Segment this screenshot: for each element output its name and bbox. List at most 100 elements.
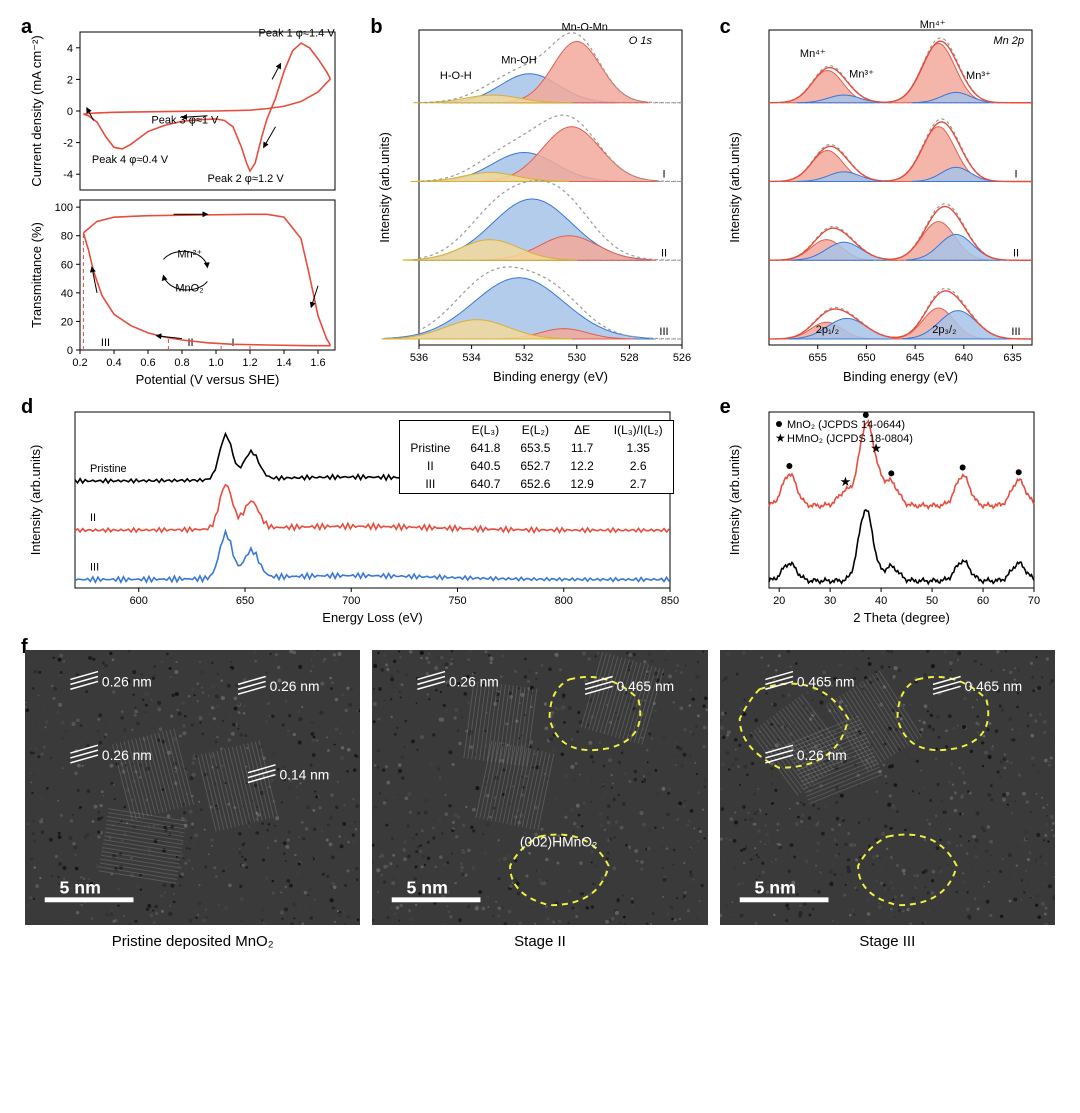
table-cell: 640.5 bbox=[460, 457, 510, 475]
svg-text:1.0: 1.0 bbox=[208, 357, 223, 369]
svg-text:645: 645 bbox=[906, 352, 924, 364]
svg-text:0.8: 0.8 bbox=[174, 357, 189, 369]
table-header: I(L₃)/I(L₂) bbox=[604, 421, 673, 440]
svg-text:1.2: 1.2 bbox=[242, 357, 257, 369]
svg-text:0.4: 0.4 bbox=[106, 357, 121, 369]
svg-text:0.2: 0.2 bbox=[72, 357, 87, 369]
svg-text:-4: -4 bbox=[63, 169, 73, 181]
svg-text:4: 4 bbox=[67, 43, 73, 55]
svg-text:MnO₂: MnO₂ bbox=[175, 282, 203, 294]
table-header: ΔE bbox=[560, 421, 603, 440]
table-cell: III bbox=[400, 475, 461, 494]
tem-caption: Pristine deposited MnO₂ bbox=[25, 933, 360, 950]
panel-a-svg: -4-2024Peak 1 φ≈1.4 VPeak 2 φ≈1.2 VPeak … bbox=[25, 20, 345, 390]
svg-text:Intensity (arb.units): Intensity (arb.units) bbox=[727, 445, 742, 556]
svg-text:40: 40 bbox=[61, 288, 73, 300]
table-cell: II bbox=[400, 457, 461, 475]
svg-text:536: 536 bbox=[410, 352, 428, 364]
svg-text:650: 650 bbox=[236, 595, 254, 607]
tem-image: 0.26 nm0.26 nm0.26 nm0.14 nm5 nm bbox=[25, 650, 360, 925]
svg-text:532: 532 bbox=[515, 352, 533, 364]
svg-text:0.465 nm: 0.465 nm bbox=[617, 679, 675, 694]
svg-text:II: II bbox=[187, 337, 193, 349]
svg-text:2p₁/₂: 2p₁/₂ bbox=[815, 324, 838, 336]
table-cell: 641.8 bbox=[460, 439, 510, 457]
panel-d: d 600650700750800850PristineIIIIIEnergy … bbox=[25, 400, 706, 630]
svg-text:Intensity (arb.units): Intensity (arb.units) bbox=[377, 132, 392, 243]
svg-text:0.26 nm: 0.26 nm bbox=[449, 674, 499, 689]
table-cell: 1.35 bbox=[604, 439, 673, 457]
svg-text:I: I bbox=[1014, 169, 1017, 181]
svg-text:20: 20 bbox=[773, 595, 785, 607]
panel-b: b 536534532530528526H-O-HMn-OHMn-O-MnIII… bbox=[374, 20, 705, 390]
svg-text:Mn²⁺: Mn²⁺ bbox=[177, 248, 202, 260]
svg-text:2: 2 bbox=[67, 74, 73, 86]
svg-text:5 nm: 5 nm bbox=[407, 877, 448, 897]
svg-text:I: I bbox=[663, 169, 666, 181]
svg-text:80: 80 bbox=[61, 231, 73, 243]
table-cell: 12.2 bbox=[560, 457, 603, 475]
svg-text:0.465 nm: 0.465 nm bbox=[797, 674, 855, 689]
svg-text:5 nm: 5 nm bbox=[60, 877, 101, 897]
svg-text:50: 50 bbox=[926, 595, 938, 607]
svg-text:III: III bbox=[660, 326, 669, 338]
svg-text:528: 528 bbox=[621, 352, 639, 364]
panel-b-label: b bbox=[370, 16, 382, 39]
svg-text:1.6: 1.6 bbox=[310, 357, 325, 369]
svg-text:640: 640 bbox=[954, 352, 972, 364]
svg-text:0.14 nm: 0.14 nm bbox=[279, 768, 329, 783]
svg-text:30: 30 bbox=[824, 595, 836, 607]
panel-e-svg: 203040506070★★MnO₂ (JCPDS 14-0644)★HMnO₂… bbox=[724, 400, 1044, 630]
svg-text:-2: -2 bbox=[63, 138, 73, 150]
svg-text:★: ★ bbox=[839, 474, 851, 489]
table-cell: 652.7 bbox=[510, 457, 560, 475]
svg-text:III: III bbox=[101, 337, 110, 349]
panel-b-svg: 536534532530528526H-O-HMn-OHMn-O-MnIIIII… bbox=[374, 20, 694, 390]
svg-text:Peak 3 φ≈1 V: Peak 3 φ≈1 V bbox=[151, 115, 219, 127]
panel-c-label: c bbox=[720, 16, 731, 39]
svg-text:Peak 4 φ≈0.4 V: Peak 4 φ≈0.4 V bbox=[92, 154, 169, 166]
svg-text:III: III bbox=[1011, 326, 1020, 338]
svg-text:MnO₂ (JCPDS 14-0644): MnO₂ (JCPDS 14-0644) bbox=[787, 419, 905, 431]
svg-text:650: 650 bbox=[857, 352, 875, 364]
svg-text:800: 800 bbox=[555, 595, 573, 607]
svg-text:H-O-H: H-O-H bbox=[440, 70, 472, 82]
svg-text:0.26 nm: 0.26 nm bbox=[102, 674, 152, 689]
table-header: E(L₂) bbox=[510, 421, 560, 440]
panel-f-row: 0.26 nm 0.26 nm 0.26 nm 0.14 nm 5 nm Pristine… bbox=[25, 650, 1055, 950]
svg-text:530: 530 bbox=[568, 352, 586, 364]
svg-text:635: 635 bbox=[1003, 352, 1021, 364]
svg-text:700: 700 bbox=[342, 595, 360, 607]
svg-text:2p₃/₂: 2p₃/₂ bbox=[932, 324, 956, 336]
svg-text:Mn³⁺: Mn³⁺ bbox=[849, 69, 874, 81]
svg-text:5 nm: 5 nm bbox=[754, 877, 795, 897]
svg-text:Mn 2p: Mn 2p bbox=[993, 35, 1024, 47]
svg-text:★: ★ bbox=[775, 431, 786, 445]
svg-text:850: 850 bbox=[661, 595, 679, 607]
svg-text:0.26 nm: 0.26 nm bbox=[102, 748, 152, 763]
tem-cell: 0.26 nm 0.465 nm (002)HMnO₂ 5 nm Stage II bbox=[372, 650, 707, 950]
svg-text:0.26 nm: 0.26 nm bbox=[797, 748, 847, 763]
panel-e: e 203040506070★★MnO₂ (JCPDS 14-0644)★HMn… bbox=[724, 400, 1055, 630]
svg-text:Peak 2 φ≈1.2 V: Peak 2 φ≈1.2 V bbox=[208, 173, 285, 185]
panel-a: a -4-2024Peak 1 φ≈1.4 VPeak 2 φ≈1.2 VPea… bbox=[25, 20, 356, 390]
tem-caption: Stage II bbox=[372, 933, 707, 950]
svg-text:Binding energy (eV): Binding energy (eV) bbox=[843, 369, 958, 384]
svg-text:II: II bbox=[90, 512, 96, 524]
table-cell: 652.6 bbox=[510, 475, 560, 494]
tem-caption: Stage III bbox=[720, 933, 1055, 950]
tem-image: 0.26 nm 0.465 nm (002)HMnO₂ 5 nm bbox=[372, 650, 707, 925]
table-cell: 653.5 bbox=[510, 439, 560, 457]
tem-cell: 0.465 nm0.465 nm0.26 nm5 nmStage III bbox=[720, 650, 1055, 950]
panel-c: c 655650645640635Mn⁴⁺Mn³⁺Mn⁴⁺Mn³⁺IIIIII2… bbox=[724, 20, 1055, 390]
svg-text:655: 655 bbox=[808, 352, 826, 364]
svg-text:II: II bbox=[661, 247, 667, 259]
svg-text:Intensity (arb.units): Intensity (arb.units) bbox=[727, 132, 742, 243]
panel-e-label: e bbox=[720, 396, 731, 419]
panel-f: f 0.26 nm0.26 nm0.26 nm0.14 nm5 nmPristi… bbox=[25, 640, 1055, 950]
svg-text:60: 60 bbox=[61, 259, 73, 271]
svg-text:HMnO₂ (JCPDS 18-0804): HMnO₂ (JCPDS 18-0804) bbox=[787, 433, 913, 445]
svg-text:(002)HMnO₂: (002)HMnO₂ bbox=[520, 834, 597, 849]
tem-cell: 0.26 nm0.26 nm0.26 nm0.14 nm5 nmPristine… bbox=[25, 650, 360, 950]
svg-text:60: 60 bbox=[977, 595, 989, 607]
